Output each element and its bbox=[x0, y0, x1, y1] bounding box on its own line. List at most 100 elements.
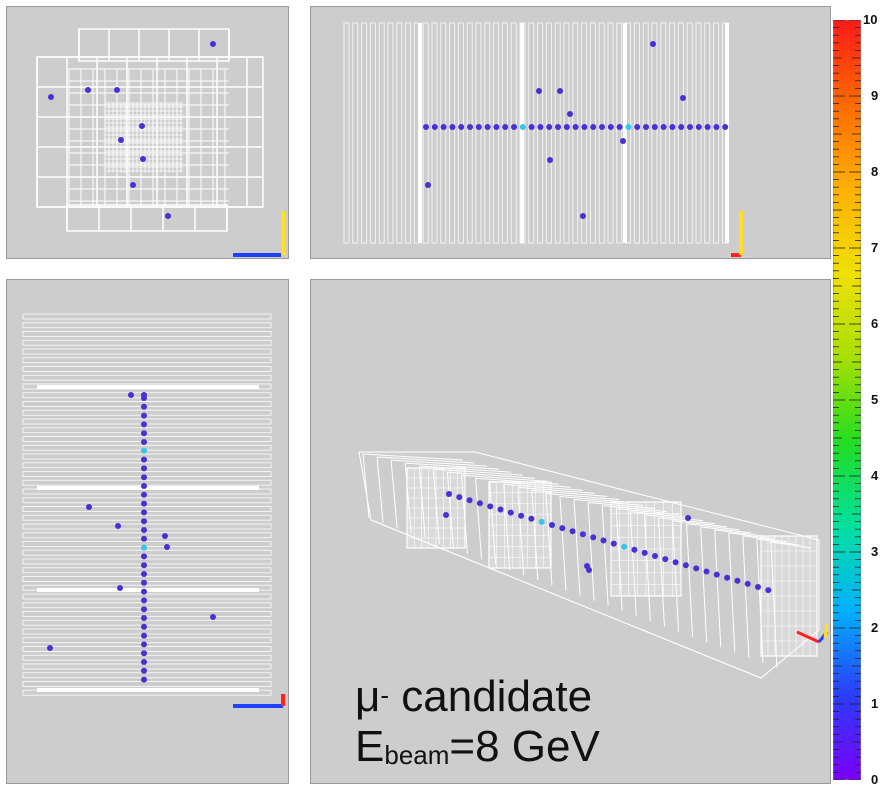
hit-marker bbox=[652, 553, 658, 559]
hit-marker bbox=[680, 95, 686, 101]
hit-marker bbox=[580, 213, 586, 219]
hit-marker bbox=[141, 500, 147, 507]
hit-marker bbox=[703, 568, 710, 575]
hit-marker bbox=[466, 497, 473, 504]
3d-view-panel[interactable] bbox=[310, 279, 831, 784]
hit-marker bbox=[141, 518, 147, 525]
scale-label: 5 bbox=[871, 392, 879, 407]
hit-marker bbox=[569, 528, 576, 535]
axis-y-indicator bbox=[823, 623, 829, 639]
hit-marker bbox=[141, 483, 147, 489]
hit-marker bbox=[547, 157, 553, 163]
particle-symbol: μ bbox=[355, 672, 381, 721]
hit-marker bbox=[538, 518, 545, 525]
scale-label: 10 bbox=[863, 12, 878, 27]
hit-marker bbox=[117, 585, 123, 591]
hit-marker bbox=[528, 515, 535, 522]
scintillator-slab bbox=[520, 23, 524, 243]
hit-marker bbox=[141, 632, 147, 639]
hit-marker bbox=[590, 534, 597, 541]
hit-marker bbox=[487, 503, 494, 510]
candidate-text: candidate bbox=[389, 672, 593, 721]
hit-marker bbox=[141, 430, 147, 437]
hit-marker bbox=[141, 421, 147, 428]
hit-marker bbox=[475, 124, 482, 130]
hit-marker bbox=[672, 559, 679, 566]
hit-marker bbox=[590, 124, 597, 130]
hit-marker bbox=[537, 124, 544, 130]
hit-marker bbox=[559, 525, 566, 532]
scale-label: 1 bbox=[871, 696, 879, 711]
hit-marker bbox=[682, 562, 689, 569]
hit-marker bbox=[141, 403, 147, 410]
top-view-canvas bbox=[343, 22, 743, 257]
hit-marker bbox=[557, 88, 563, 94]
scintillator-slab bbox=[623, 23, 627, 243]
hit-marker bbox=[744, 580, 751, 587]
hit-marker bbox=[662, 556, 669, 563]
hit-marker bbox=[528, 124, 535, 130]
hit-marker bbox=[631, 546, 638, 553]
scale-label: 2 bbox=[871, 620, 879, 635]
hit-marker bbox=[141, 606, 147, 613]
hit-marker bbox=[572, 124, 579, 130]
hit-marker bbox=[511, 124, 517, 130]
hit-marker bbox=[86, 504, 92, 510]
hit-marker bbox=[425, 182, 431, 188]
hit-marker bbox=[141, 491, 147, 498]
hit-marker bbox=[546, 124, 553, 130]
hit-marker bbox=[141, 597, 147, 604]
hit-marker bbox=[141, 667, 147, 674]
hit-marker bbox=[555, 124, 561, 130]
side-slabs bbox=[22, 313, 272, 696]
hit-marker bbox=[139, 123, 145, 129]
hit-marker bbox=[678, 124, 685, 130]
scintillator-slab bbox=[725, 23, 729, 243]
scale-label: 7 bbox=[871, 240, 879, 255]
hit-marker bbox=[579, 531, 586, 538]
hit-marker bbox=[755, 584, 761, 590]
hit-marker bbox=[734, 577, 741, 584]
hit-marker bbox=[141, 650, 147, 657]
hit-marker bbox=[519, 124, 526, 130]
top-slabs bbox=[343, 22, 728, 244]
hit-marker bbox=[141, 623, 147, 630]
hit-marker bbox=[685, 515, 691, 521]
hit-marker bbox=[446, 491, 452, 497]
particle-line: μ- candidate bbox=[355, 672, 600, 722]
hit-marker bbox=[162, 533, 168, 539]
front-view-panel[interactable] bbox=[6, 6, 289, 259]
hit-marker bbox=[497, 506, 504, 513]
hit-marker bbox=[704, 124, 711, 130]
hit-marker bbox=[165, 213, 171, 219]
hit-marker bbox=[115, 523, 121, 529]
hit-marker bbox=[581, 124, 588, 130]
hit-marker bbox=[765, 587, 772, 594]
scale-label: 9 bbox=[871, 88, 879, 103]
hit-marker bbox=[713, 571, 720, 578]
hit-marker bbox=[449, 124, 456, 130]
hit-marker bbox=[423, 124, 429, 130]
hit-marker bbox=[650, 41, 656, 47]
hit-marker bbox=[440, 124, 447, 130]
scintillator-slab bbox=[37, 688, 259, 692]
side-view-panel[interactable] bbox=[6, 279, 289, 784]
hit-marker bbox=[458, 124, 465, 130]
hit-marker bbox=[660, 124, 667, 130]
scale-label: 0 bbox=[871, 772, 879, 787]
hit-marker bbox=[210, 614, 216, 620]
hit-marker bbox=[599, 124, 605, 130]
hit-marker bbox=[625, 124, 632, 130]
hit-marker bbox=[476, 500, 483, 507]
hit-marker bbox=[141, 571, 147, 577]
top-view-panel[interactable] bbox=[310, 6, 831, 259]
hit-marker bbox=[695, 124, 702, 130]
hit-marker bbox=[141, 439, 147, 445]
front-view-canvas bbox=[36, 28, 285, 257]
hit-marker bbox=[141, 562, 147, 569]
hit-marker bbox=[621, 543, 628, 550]
hit-marker bbox=[467, 124, 473, 130]
hit-marker bbox=[722, 124, 729, 130]
hit-marker bbox=[141, 509, 147, 516]
hit-marker bbox=[141, 579, 147, 586]
